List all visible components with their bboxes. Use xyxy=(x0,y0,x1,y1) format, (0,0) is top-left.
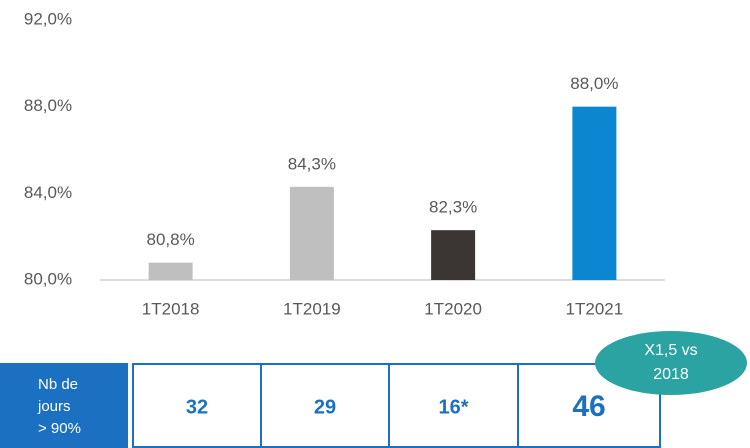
y-tick-label: 84,0% xyxy=(24,183,72,202)
y-tick-label: 80,0% xyxy=(24,269,72,288)
value-label: 80,8% xyxy=(147,230,195,249)
x-tick-label: 1T2018 xyxy=(142,299,200,318)
badge-text: X1,5 vs xyxy=(644,342,697,359)
y-tick-label: 88,0% xyxy=(24,96,72,115)
table-label: Nb de xyxy=(38,376,78,393)
badge-text: 2018 xyxy=(653,366,689,383)
table-cell xyxy=(132,363,262,448)
table-value: 32 xyxy=(186,396,208,418)
table-label: > 90% xyxy=(38,420,81,437)
bar xyxy=(572,106,617,281)
value-label: 88,0% xyxy=(570,74,618,93)
bar xyxy=(289,186,334,280)
value-label: 82,3% xyxy=(429,198,477,217)
table-cell xyxy=(260,363,390,448)
bar xyxy=(148,262,193,280)
table-cell xyxy=(388,363,519,448)
table-value: 29 xyxy=(314,396,336,418)
y-tick-label: 92,0% xyxy=(24,9,72,28)
x-tick-label: 1T2019 xyxy=(283,299,341,318)
table-label-box xyxy=(0,363,128,448)
value-label: 84,3% xyxy=(288,154,336,173)
table-value: 46 xyxy=(572,390,605,423)
table-label: jours xyxy=(37,398,71,415)
x-tick-label: 1T2020 xyxy=(424,299,482,318)
table-value: 16* xyxy=(438,396,468,418)
badge xyxy=(595,331,747,395)
bar xyxy=(431,230,476,280)
x-tick-label: 1T2021 xyxy=(566,299,624,318)
